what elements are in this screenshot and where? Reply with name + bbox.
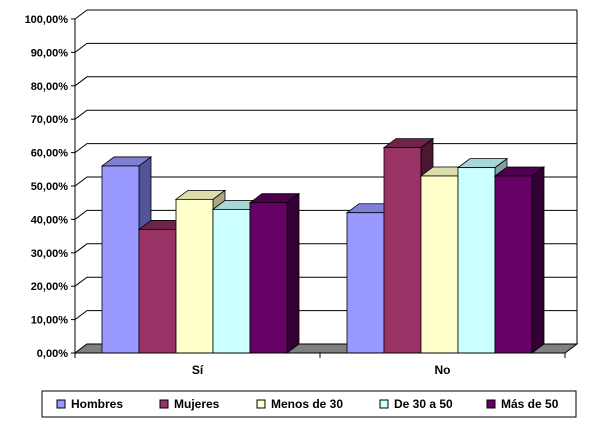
gridlines: [74, 9, 578, 354]
y-tick-label: 50,00%: [31, 181, 69, 193]
bar-front-face: [175, 198, 214, 354]
legend-item-de-30-a-50: De 30 a 50: [379, 397, 453, 411]
legend-label: De 30 a 50: [394, 397, 453, 411]
bar-front-face: [383, 147, 422, 354]
y-tick-label: 80,00%: [31, 81, 69, 93]
y-tick-label: 30,00%: [31, 248, 69, 260]
bar-front-face: [212, 208, 251, 354]
bar-mas-de-50-no: [493, 166, 546, 354]
y-tick-label: 0,00%: [37, 348, 68, 360]
gridline: [74, 109, 577, 120]
legend-swatch: [486, 399, 496, 409]
bar-front-face: [346, 212, 385, 354]
bars: [100, 137, 546, 354]
gridline: [74, 76, 577, 87]
y-tick-label: 10,00%: [31, 315, 69, 327]
gridline: [74, 42, 577, 53]
legend-label: Más de 50: [501, 397, 559, 411]
bar-front-face: [101, 165, 140, 354]
bar-front-face: [494, 175, 533, 354]
y-tick-label: 20,00%: [31, 281, 69, 293]
gridline: [74, 9, 577, 20]
legend-item-menos-de-30: Menos de 30: [256, 397, 343, 411]
bar-mas-de-50-si: [248, 192, 301, 354]
legend-item-mas-de-50: Más de 50: [486, 397, 559, 411]
legend-swatch: [56, 399, 66, 409]
legend-label: Hombres: [71, 397, 123, 411]
bar-side-face: [531, 166, 545, 354]
legend-item-mujeres: Mujeres: [159, 397, 220, 411]
legend-swatch: [256, 399, 266, 409]
bar-front-face: [138, 229, 177, 354]
bar-side-face: [286, 192, 300, 354]
y-tick-label: 60,00%: [31, 148, 69, 160]
y-tick-label: 70,00%: [31, 114, 69, 126]
legend: Hombres Mujeres Menos de 30 De 30 a 50 Más d…: [41, 390, 577, 418]
legend-swatch: [379, 399, 389, 409]
x-category-label-no: No: [435, 363, 451, 377]
y-tick-label: 90,00%: [31, 47, 69, 59]
bar-front-face: [249, 202, 288, 354]
legend-label: Menos de 30: [271, 397, 343, 411]
y-tick-label: 100,00%: [25, 14, 69, 26]
y-tick-label: 40,00%: [31, 214, 69, 226]
legend-label: Mujeres: [174, 397, 220, 411]
legend-item-hombres: Hombres: [56, 397, 123, 411]
legend-swatch: [159, 399, 169, 409]
axes: 0,00% 10,00% 20,00% 30,00% 40,00% 50,00% 60,00…: [25, 14, 566, 377]
bar-front-face: [420, 175, 459, 354]
x-category-label-si: Sí: [192, 363, 204, 377]
gridline: [74, 143, 577, 154]
bar-front-face: [457, 167, 496, 354]
